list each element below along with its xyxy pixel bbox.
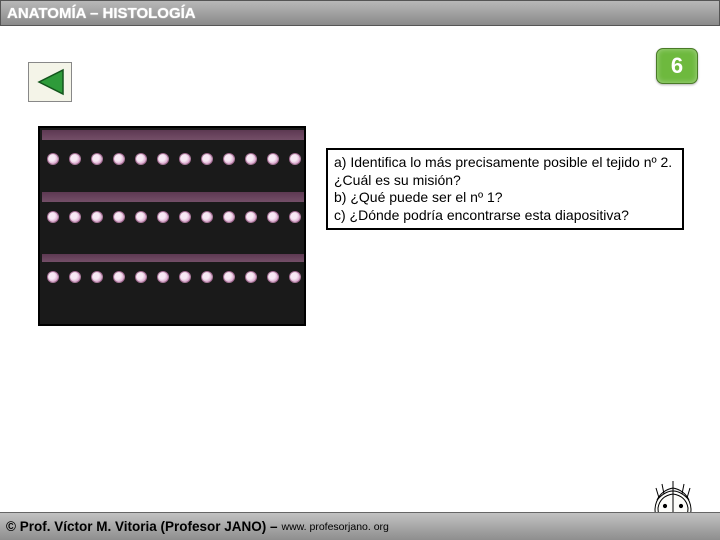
footer-bar: © Prof. Víctor M. Vitoria (Profesor JANO… <box>0 512 720 540</box>
back-button[interactable] <box>28 62 72 102</box>
question-box: a) Identifica lo más precisamente posibl… <box>326 148 684 230</box>
title-bar: ANATOMÍA – HISTOLOGÍA <box>0 0 720 26</box>
footer-author: © Prof. Víctor M. Vitoria (Profesor JANO… <box>6 519 278 534</box>
triangle-left-icon <box>35 68 65 96</box>
footer-url: www. profesorjano. org <box>282 521 389 533</box>
question-c: c) ¿Dónde podría encontrarse esta diapos… <box>334 207 676 225</box>
question-a: a) Identifica lo más precisamente posibl… <box>334 154 676 189</box>
slide-number-badge: 6 <box>656 48 698 84</box>
slide-number: 6 <box>671 53 683 79</box>
title-text: ANATOMÍA – HISTOLOGÍA <box>7 5 196 22</box>
histology-micrograph: Epitelio cilíndrico simple con células c… <box>38 126 306 326</box>
question-b: b) ¿Qué puede ser el nº 1? <box>334 189 676 207</box>
